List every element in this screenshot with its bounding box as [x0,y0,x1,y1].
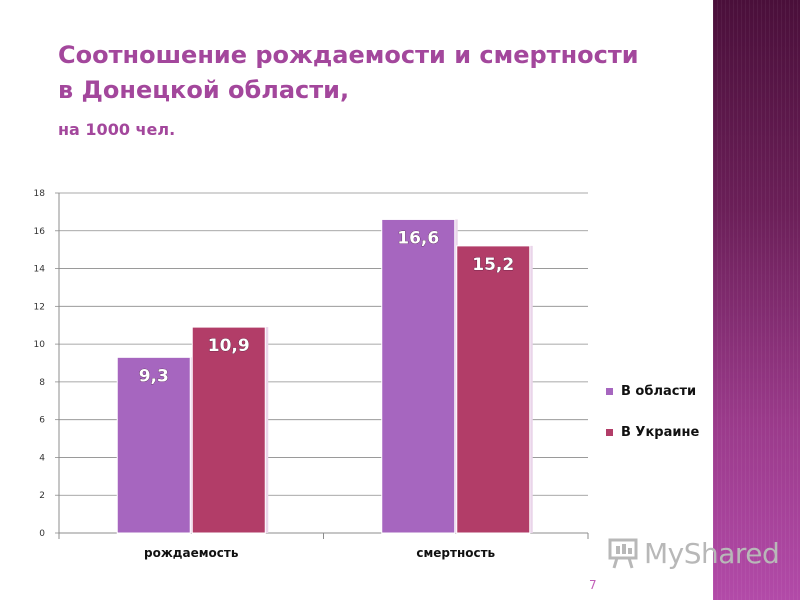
bar [381,218,456,534]
data-label: 15,2 [472,255,514,275]
y-tick-label: 2 [39,491,45,501]
y-tick-label: 6 [39,416,45,426]
category-label: смертность [416,546,495,560]
data-label: 9,3 [139,366,169,386]
legend-swatch-oblast [606,387,613,395]
legend-label-oblast: В области [621,383,697,399]
category-labels: рождаемость смертность [144,546,496,560]
bars [116,218,533,534]
page-number: 7 [589,578,597,592]
category-label: рождаемость [144,546,239,560]
slide-title: Соотношение рождаемости и смертности в Д… [58,38,698,108]
y-tick-label: 16 [34,227,46,237]
y-tick-label: 12 [34,302,45,312]
legend: В области В Украине [606,381,699,463]
title-line-1: Соотношение рождаемости и смертности [58,41,639,69]
legend-swatch-ukraine [606,428,613,436]
legend-item-ukraine: В Украине [606,422,699,442]
logo-text: MyShared [644,536,780,570]
myshared-logo: MyShared [606,536,780,570]
slide-subtitle: на 1000 чел. [58,120,176,139]
data-labels: 9,3 10,9 16,6 15,2 [138,228,514,386]
bar [116,356,191,534]
presentation-icon [608,538,638,569]
legend-item-oblast: В области [606,381,699,401]
bar [191,326,266,534]
y-tick-label: 4 [39,453,45,463]
bar [456,245,531,534]
y-axis-ticks: 0 2 4 6 8 10 12 14 16 18 [34,189,59,539]
legend-label-ukraine: В Украине [621,424,700,440]
y-tick-label: 0 [39,529,45,539]
decorative-side-band [713,0,800,600]
data-label: 10,9 [208,336,250,356]
y-tick-label: 14 [34,265,46,275]
y-tick-label: 8 [39,378,45,388]
title-line-2: в Донецкой области, [58,76,350,104]
y-tick-label: 10 [34,340,46,350]
y-tick-label: 18 [34,189,46,199]
data-label: 16,6 [397,228,439,248]
